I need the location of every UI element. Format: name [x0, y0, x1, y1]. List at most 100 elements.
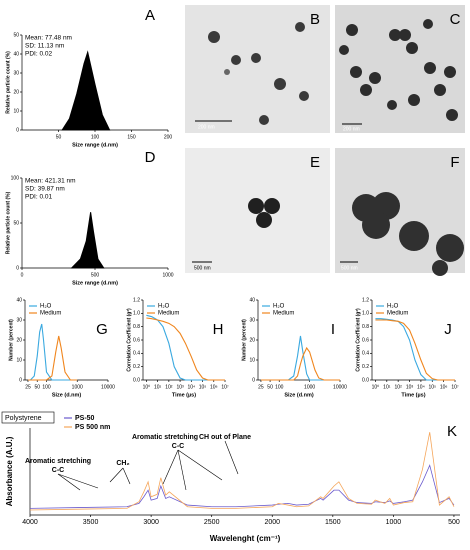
y-tick-label: 0.0	[133, 377, 140, 383]
series-line	[29, 464, 455, 509]
x-tick-label: 10¹	[154, 384, 162, 390]
annotation-arrow	[57, 473, 99, 489]
y-tick-label: 40	[249, 297, 255, 303]
series-line	[260, 335, 340, 381]
y-tick-label: 0.6	[362, 337, 369, 343]
y-tick-label: 0.4	[362, 351, 369, 357]
x-tick-label: 10⁵	[428, 384, 436, 390]
x-tick-label: 10⁰	[372, 384, 380, 390]
y-tick-label: 0.6	[133, 337, 140, 343]
annotation: CH₂	[116, 460, 129, 467]
x-tick-label: 25	[258, 384, 264, 390]
annotation-arrow	[177, 449, 187, 491]
stat-label: Mean: 77.48 nm	[25, 35, 72, 42]
legend-label: Medium	[158, 311, 179, 317]
area	[61, 50, 111, 131]
series-line	[27, 323, 78, 381]
x-tick-label: 100	[42, 384, 51, 390]
x-tick-label: 1000	[304, 384, 315, 390]
area	[70, 212, 105, 269]
y-tick-label: 10	[13, 108, 19, 114]
x-tick-label: 3000	[143, 519, 159, 526]
x-tick-label: 4000	[22, 519, 38, 526]
y-tick-label: 1.0	[133, 311, 140, 317]
legend-label: Medium	[387, 311, 408, 317]
x-tick-label: 100	[91, 134, 100, 140]
x-tick-label: 25	[25, 384, 31, 390]
annotation-arrow	[57, 473, 81, 491]
x-tick-label: 200	[164, 134, 173, 140]
panel-label: D	[145, 149, 156, 166]
y-axis-label: Correlation Coefficient (g²)	[355, 308, 361, 372]
x-tick-label: 50	[267, 384, 273, 390]
y-tick-label: 30	[13, 70, 19, 76]
particles-e	[248, 198, 280, 228]
x-tick-label: 10³	[176, 384, 184, 390]
y-tick-label: 0.8	[362, 324, 369, 330]
y-tick-label: 0	[16, 127, 19, 133]
stat-label: SD: 39.87 nm	[25, 186, 65, 193]
legend-title: Polystyrene	[5, 415, 42, 422]
y-tick-label: 0	[19, 377, 22, 383]
y-tick-label: 0.4	[133, 351, 140, 357]
legend-label: PS 500 nm	[75, 424, 110, 431]
annotation-arrow	[122, 467, 131, 485]
y-axis-label: Correlation Coefficient (g²)	[126, 308, 132, 372]
x-tick-label: 0	[21, 272, 24, 278]
x-tick-label: 10³	[406, 384, 414, 390]
legend-label: H₂O	[387, 304, 399, 310]
x-tick-label: 50	[34, 384, 40, 390]
panel-label: C	[450, 11, 461, 28]
stat-label: PDI: 0.02	[25, 51, 52, 58]
x-tick-label: 10⁵	[199, 384, 207, 390]
annotation-arrow	[177, 449, 223, 481]
legend-title-box	[1, 411, 55, 424]
x-tick-label: 500	[448, 519, 460, 526]
particles-b	[208, 22, 309, 125]
micrograph-b	[185, 5, 330, 133]
y-tick-label: 40	[16, 297, 22, 303]
x-tick-label: 150	[127, 134, 136, 140]
x-tick-label: 10⁴	[187, 384, 195, 390]
legend-label: H₂O	[158, 304, 170, 310]
y-axis-label: Absorbance (A.U.)	[5, 436, 14, 506]
annotation-arrow	[224, 440, 239, 475]
x-axis-label: Size (d.nm)	[284, 392, 314, 398]
stat-label: Mean: 421.31 nm	[25, 178, 76, 185]
series-line	[29, 432, 455, 511]
annotation-arrow	[162, 449, 179, 485]
legend-label: PS-50	[75, 415, 95, 422]
y-tick-label: 1.2	[133, 297, 140, 303]
x-tick-label: 10²	[165, 384, 173, 390]
legend-label: Medium	[273, 311, 294, 317]
annotation: Aromatic stretching	[25, 458, 91, 465]
legend-label: Medium	[40, 311, 61, 317]
x-tick-label: 10⁴	[417, 384, 425, 390]
x-tick-label: 1000	[72, 384, 83, 390]
y-tick-label: 0	[252, 377, 255, 383]
scale-bar-label: 200 nm	[343, 126, 360, 132]
series-line	[146, 317, 225, 381]
y-axis-label: Number (percent)	[8, 319, 14, 361]
annotation: CH out of Plane	[199, 434, 251, 441]
x-tick-label: 10¹	[383, 384, 391, 390]
x-tick-label: 2000	[264, 519, 280, 526]
x-axis-label: Time (µs)	[401, 392, 425, 398]
stat-label: PDI: 0.01	[25, 194, 52, 201]
y-tick-label: 40	[13, 51, 19, 57]
legend-label: H₂O	[273, 304, 285, 310]
particles-c	[339, 19, 458, 121]
y-tick-label: 0.8	[133, 324, 140, 330]
y-tick-label: 1.0	[362, 311, 369, 317]
panel-label: K	[447, 423, 457, 440]
x-tick-label: 1000	[386, 519, 402, 526]
series-line	[375, 318, 455, 381]
x-axis-label: Size (d.nm)	[52, 392, 82, 398]
scale-bar-label: 500 nm	[341, 265, 358, 271]
y-tick-label: 10	[249, 357, 255, 363]
y-tick-label: 100	[11, 175, 20, 181]
x-tick-label: 2500	[204, 519, 220, 526]
panel-label: H	[213, 321, 224, 338]
